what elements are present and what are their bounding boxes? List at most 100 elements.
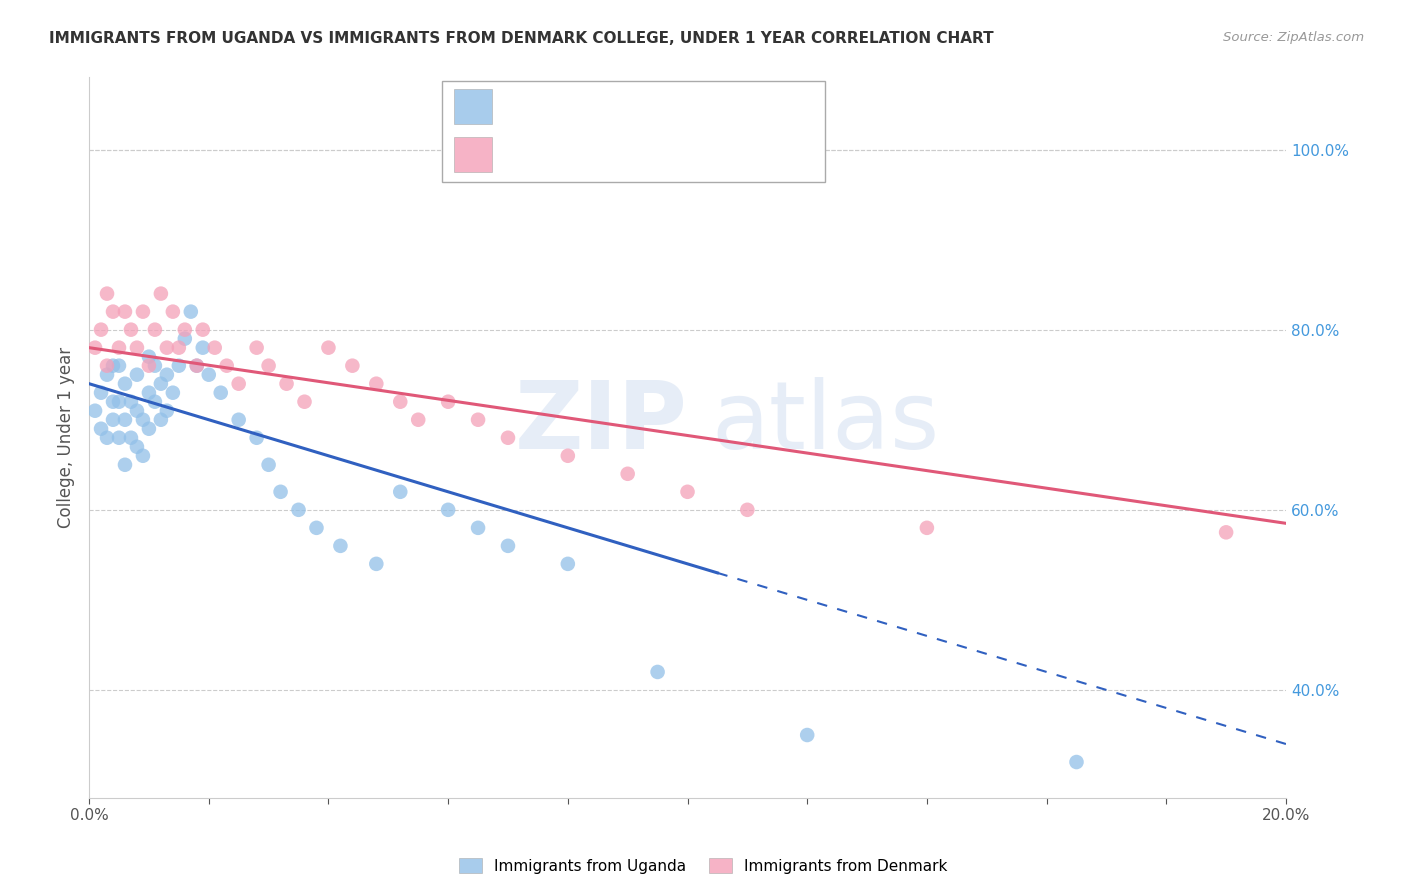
Point bbox=[167, 341, 190, 355]
Point bbox=[228, 376, 250, 391]
Point bbox=[204, 341, 226, 355]
Point bbox=[132, 413, 155, 427]
Point bbox=[108, 341, 131, 355]
Point bbox=[557, 557, 579, 571]
Text: ZIP: ZIP bbox=[515, 377, 688, 469]
Point bbox=[616, 467, 638, 481]
Point bbox=[156, 403, 179, 417]
Point bbox=[209, 385, 232, 400]
Point bbox=[167, 359, 190, 373]
Point bbox=[114, 413, 136, 427]
Point bbox=[228, 413, 250, 427]
Point bbox=[437, 394, 460, 409]
Point bbox=[156, 341, 179, 355]
Point bbox=[257, 458, 280, 472]
Point bbox=[467, 413, 489, 427]
Point bbox=[305, 521, 328, 535]
Point bbox=[406, 413, 429, 427]
Point bbox=[90, 422, 112, 436]
Point bbox=[270, 484, 292, 499]
Point bbox=[101, 394, 124, 409]
Text: atlas: atlas bbox=[711, 377, 939, 469]
Point bbox=[197, 368, 219, 382]
Point bbox=[120, 394, 142, 409]
Point bbox=[496, 431, 519, 445]
Point bbox=[173, 323, 195, 337]
Point bbox=[138, 350, 160, 364]
Point bbox=[125, 440, 148, 454]
Point bbox=[215, 359, 238, 373]
Point bbox=[149, 413, 172, 427]
Point bbox=[1215, 525, 1237, 540]
Point bbox=[915, 521, 938, 535]
Point bbox=[186, 359, 208, 373]
Point bbox=[389, 484, 412, 499]
Point bbox=[389, 394, 412, 409]
Point bbox=[162, 385, 184, 400]
Point bbox=[318, 341, 340, 355]
Point bbox=[366, 376, 388, 391]
Point bbox=[467, 521, 489, 535]
Point bbox=[138, 422, 160, 436]
Point bbox=[676, 484, 699, 499]
Point bbox=[114, 376, 136, 391]
Point bbox=[84, 341, 107, 355]
Point bbox=[191, 341, 214, 355]
Point bbox=[114, 458, 136, 472]
Point bbox=[149, 376, 172, 391]
Point bbox=[437, 503, 460, 517]
Point bbox=[173, 332, 195, 346]
Point bbox=[96, 359, 118, 373]
Point bbox=[186, 359, 208, 373]
Text: Source: ZipAtlas.com: Source: ZipAtlas.com bbox=[1223, 31, 1364, 45]
Point bbox=[366, 557, 388, 571]
Point bbox=[96, 431, 118, 445]
Point bbox=[96, 368, 118, 382]
Point bbox=[84, 403, 107, 417]
Point bbox=[101, 304, 124, 318]
Point bbox=[132, 449, 155, 463]
Point bbox=[246, 431, 269, 445]
Point bbox=[96, 286, 118, 301]
Point bbox=[294, 394, 316, 409]
Point bbox=[138, 385, 160, 400]
Point bbox=[496, 539, 519, 553]
Point bbox=[108, 394, 131, 409]
Point bbox=[125, 341, 148, 355]
Point bbox=[156, 368, 179, 382]
Point bbox=[108, 359, 131, 373]
Point bbox=[138, 359, 160, 373]
Legend: Immigrants from Uganda, Immigrants from Denmark: Immigrants from Uganda, Immigrants from … bbox=[453, 852, 953, 880]
Point bbox=[143, 323, 166, 337]
Point bbox=[342, 359, 364, 373]
Point bbox=[276, 376, 298, 391]
Point bbox=[162, 304, 184, 318]
Point bbox=[647, 665, 669, 679]
Point bbox=[557, 449, 579, 463]
Point bbox=[125, 368, 148, 382]
Point bbox=[191, 323, 214, 337]
Text: IMMIGRANTS FROM UGANDA VS IMMIGRANTS FROM DENMARK COLLEGE, UNDER 1 YEAR CORRELAT: IMMIGRANTS FROM UGANDA VS IMMIGRANTS FRO… bbox=[49, 31, 994, 46]
Point bbox=[143, 394, 166, 409]
Point bbox=[132, 304, 155, 318]
Point bbox=[120, 323, 142, 337]
Point bbox=[246, 341, 269, 355]
Point bbox=[287, 503, 309, 517]
Point bbox=[257, 359, 280, 373]
Point bbox=[108, 431, 131, 445]
Point bbox=[329, 539, 352, 553]
Point bbox=[149, 286, 172, 301]
Point bbox=[180, 304, 202, 318]
Point bbox=[90, 385, 112, 400]
Point bbox=[1066, 755, 1088, 769]
Point bbox=[114, 304, 136, 318]
Point bbox=[143, 359, 166, 373]
Y-axis label: College, Under 1 year: College, Under 1 year bbox=[58, 347, 75, 528]
Point bbox=[101, 359, 124, 373]
Point bbox=[125, 403, 148, 417]
Point bbox=[101, 413, 124, 427]
Point bbox=[90, 323, 112, 337]
Point bbox=[737, 503, 759, 517]
Point bbox=[120, 431, 142, 445]
Point bbox=[796, 728, 818, 742]
